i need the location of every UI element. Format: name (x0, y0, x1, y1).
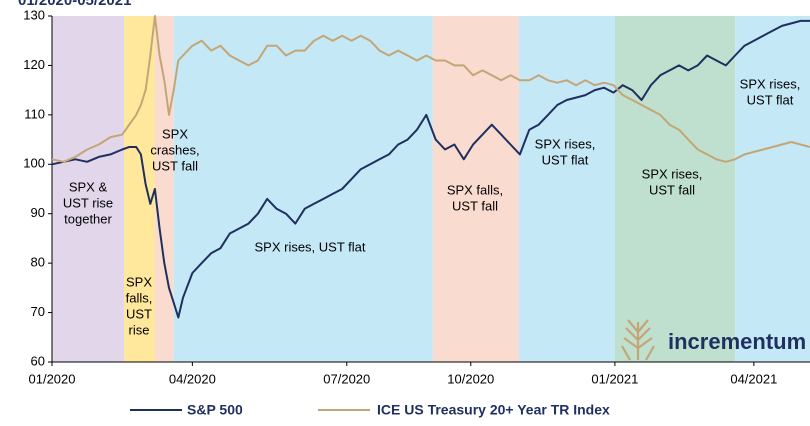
series-line (51, 15, 810, 163)
chart-title: 01/2020-05/2021 (18, 0, 131, 9)
x-tick-label: 07/2020 (323, 371, 370, 386)
y-tick-label: 60 (31, 353, 45, 368)
region-label: SPX falls, (447, 182, 503, 197)
y-tick-label: 90 (31, 205, 45, 220)
y-tick-label: 80 (31, 255, 45, 270)
region-label: UST fall (452, 198, 498, 213)
region-label: SPX rises, UST flat (254, 239, 365, 254)
y-tick-label: 70 (31, 304, 45, 319)
region (614, 16, 736, 362)
region-label: UST flat (747, 92, 794, 107)
y-tick-label: 130 (23, 7, 45, 22)
region (154, 16, 174, 362)
region-label: SPX rises, (740, 76, 801, 91)
y-tick-label: 100 (23, 156, 45, 171)
region (124, 16, 155, 362)
y-tick-label: 110 (24, 106, 45, 121)
region-label: UST rise (63, 195, 113, 210)
legend-label: ICE US Treasury 20+ Year TR Index (377, 402, 610, 418)
region-label: crashes, (150, 142, 199, 157)
region-label: SPX rises, (535, 136, 596, 151)
logo-text: incrementum (668, 329, 806, 354)
region (518, 16, 615, 362)
region-label: SPX rises, (642, 166, 703, 181)
regions (52, 16, 810, 362)
region-label: together (64, 211, 112, 226)
region-label: UST (126, 306, 152, 321)
x-tick-label: 10/2020 (447, 371, 494, 386)
region-label: SPX & (69, 179, 108, 194)
region (173, 16, 433, 362)
x-tick-label: 04/2021 (730, 371, 777, 386)
series-line (51, 19, 810, 319)
region (735, 16, 810, 362)
region-label: SPX (162, 126, 188, 141)
region-label: rise (129, 322, 150, 337)
region-labels: SPX &UST risetogetherSPXfalls,USTriseSPX… (63, 76, 801, 337)
x-tick-label: 01/2021 (591, 371, 638, 386)
region-label: SPX (126, 274, 152, 289)
region-label: UST fall (152, 158, 198, 173)
x-tick-label: 04/2020 (169, 371, 216, 386)
logo: incrementum (621, 319, 806, 361)
region (52, 16, 125, 362)
y-tick-label: 120 (23, 57, 45, 72)
region-label: UST flat (542, 152, 589, 167)
legend-label: S&P 500 (187, 402, 243, 418)
x-tick-label: 01/2020 (29, 371, 76, 386)
region-label: falls, (126, 290, 153, 305)
logo-icon (621, 319, 655, 361)
region-label: UST fall (649, 182, 695, 197)
